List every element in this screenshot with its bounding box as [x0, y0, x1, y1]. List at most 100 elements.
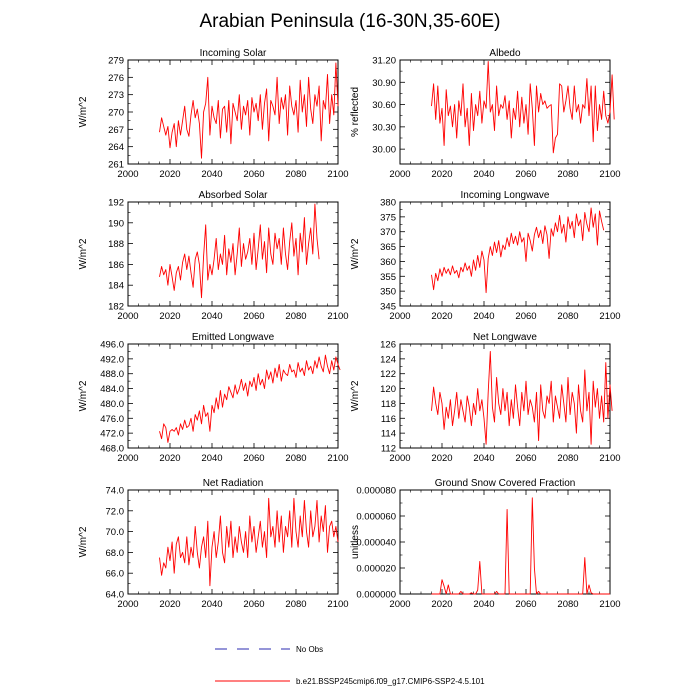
y-tick-label: 72.0	[106, 506, 125, 517]
x-tick-label: 2040	[473, 311, 494, 322]
panel-net-radiation: Net Radiation 2000 2020 2040 2060 2080 2100 64.…	[78, 478, 349, 610]
x-tick-label: 2060	[515, 599, 536, 610]
y-axis-label: W/m^2	[350, 380, 361, 411]
x-tick-label: 2020	[431, 311, 452, 322]
plot-frame	[127, 201, 339, 307]
x-tick-label: 2000	[117, 599, 138, 610]
x-tick-label: 2100	[599, 169, 620, 180]
x-tick-label: 2080	[557, 453, 578, 464]
y-axis-label: % reflected	[350, 87, 361, 137]
x-tick-label: 2100	[327, 599, 348, 610]
legend-obs-label: No Obs	[296, 645, 323, 654]
x-tick-label: 2060	[515, 453, 536, 464]
panel-absorbed-solar: Absorbed Solar 2000 2020 2040 2060 2080 2100 18…	[78, 190, 349, 322]
x-tick-label: 2000	[389, 311, 410, 322]
y-tick-label: 120	[380, 384, 396, 395]
y-tick-label: 114	[381, 429, 396, 440]
plot-frame	[399, 59, 611, 165]
x-tick-label: 2000	[117, 169, 138, 180]
x-tick-label: 2080	[285, 169, 306, 180]
x-tick-label: 2000	[389, 453, 410, 464]
plot-frame	[399, 343, 611, 449]
x-tick-label: 2100	[327, 169, 348, 180]
y-tick-label: 186	[108, 260, 124, 271]
y-tick-label: 350	[380, 287, 396, 298]
x-tick-label: 2020	[159, 169, 180, 180]
x-tick-label: 2060	[243, 453, 264, 464]
y-tick-label: 66.0	[106, 569, 125, 580]
panel-title: Incoming Longwave	[461, 190, 550, 201]
panel-incoming-longwave: Incoming Longwave 2000 2020 2040 2060 2080 210…	[350, 190, 621, 322]
y-tick-label: 118	[381, 399, 396, 410]
x-tick-label: 2020	[159, 599, 180, 610]
y-tick-label: 276	[108, 73, 124, 84]
x-tick-label: 2020	[431, 169, 452, 180]
x-tick-label: 2040	[201, 453, 222, 464]
x-tick-label: 2020	[431, 453, 452, 464]
y-tick-label: 261	[108, 160, 124, 171]
x-tick-label: 2060	[515, 169, 536, 180]
y-tick-label: 270	[108, 108, 124, 119]
y-tick-label: 30.60	[372, 100, 396, 111]
x-tick-label: 2100	[599, 453, 620, 464]
y-tick-label: 484.0	[100, 384, 124, 395]
y-tick-label: 365	[380, 242, 396, 253]
panel-net-longwave: Net Longwave 2000 2020 2040 2060 2080 2100 112 1…	[350, 332, 621, 464]
panel-emitted-longwave: Emitted Longwave 2000 2020 2040 2060 2080 2100…	[78, 332, 349, 464]
y-tick-label: 488.0	[100, 369, 124, 380]
y-tick-label: 30.30	[372, 122, 396, 133]
y-tick-label: 74.0	[106, 486, 125, 497]
x-tick-label: 2100	[599, 599, 620, 610]
y-tick-label: 0.000000	[356, 590, 396, 601]
plot-frame	[127, 489, 339, 595]
y-axis-label: W/m^2	[78, 96, 89, 127]
y-tick-label: 370	[380, 227, 396, 238]
legend: No Obs b.e21.BSSP245cmip6.f09_g17.CMIP6-…	[215, 645, 485, 686]
x-tick-label: 2080	[557, 311, 578, 322]
panel-title: Albedo	[489, 48, 521, 59]
y-tick-label: 116	[381, 414, 396, 425]
series-line	[431, 61, 615, 154]
y-tick-label: 68.0	[106, 548, 125, 559]
series-line	[431, 497, 610, 595]
y-tick-label: 0.000020	[356, 564, 396, 575]
x-tick-label: 2080	[557, 169, 578, 180]
y-tick-label: 264	[108, 142, 124, 153]
y-axis-label: unitless	[350, 525, 361, 559]
y-tick-label: 360	[380, 257, 396, 268]
x-tick-label: 2100	[327, 311, 348, 322]
panel-albedo: Albedo 2000 2020 2040 2060 2080 2100 30.00 30.30…	[350, 48, 621, 180]
panel-title: Ground Snow Covered Fraction	[435, 478, 576, 489]
x-tick-label: 2040	[473, 169, 494, 180]
x-tick-label: 2060	[243, 311, 264, 322]
series-line	[159, 354, 341, 443]
y-tick-label: 182	[108, 302, 124, 313]
panel-title: Emitted Longwave	[192, 332, 275, 343]
x-tick-label: 2000	[389, 169, 410, 180]
y-tick-label: 0.000040	[356, 538, 396, 549]
y-tick-label: 0.000080	[356, 486, 396, 497]
y-axis-label: W/m^2	[350, 238, 361, 269]
x-tick-label: 2020	[159, 311, 180, 322]
x-tick-label: 2020	[431, 599, 452, 610]
x-tick-label: 2000	[389, 599, 410, 610]
y-tick-label: 122	[380, 369, 396, 380]
y-tick-label: 30.00	[372, 145, 396, 156]
y-tick-label: 190	[108, 218, 124, 229]
x-tick-label: 2060	[243, 599, 264, 610]
series-line	[431, 350, 613, 445]
x-tick-label: 2000	[117, 311, 138, 322]
y-tick-label: 476.0	[100, 414, 124, 425]
panel-ground-snow-covered-fraction: Ground Snow Covered Fraction 2000 2020 2040…	[350, 478, 621, 610]
x-tick-label: 2080	[285, 599, 306, 610]
y-tick-label: 30.90	[372, 78, 396, 89]
x-tick-label: 2060	[243, 169, 264, 180]
y-tick-label: 492.0	[100, 354, 124, 365]
x-tick-label: 2040	[201, 311, 222, 322]
y-tick-label: 64.0	[106, 590, 125, 601]
y-tick-label: 124	[380, 354, 396, 365]
y-tick-label: 279	[108, 56, 124, 67]
y-tick-label: 345	[380, 302, 396, 313]
x-tick-label: 2040	[473, 599, 494, 610]
